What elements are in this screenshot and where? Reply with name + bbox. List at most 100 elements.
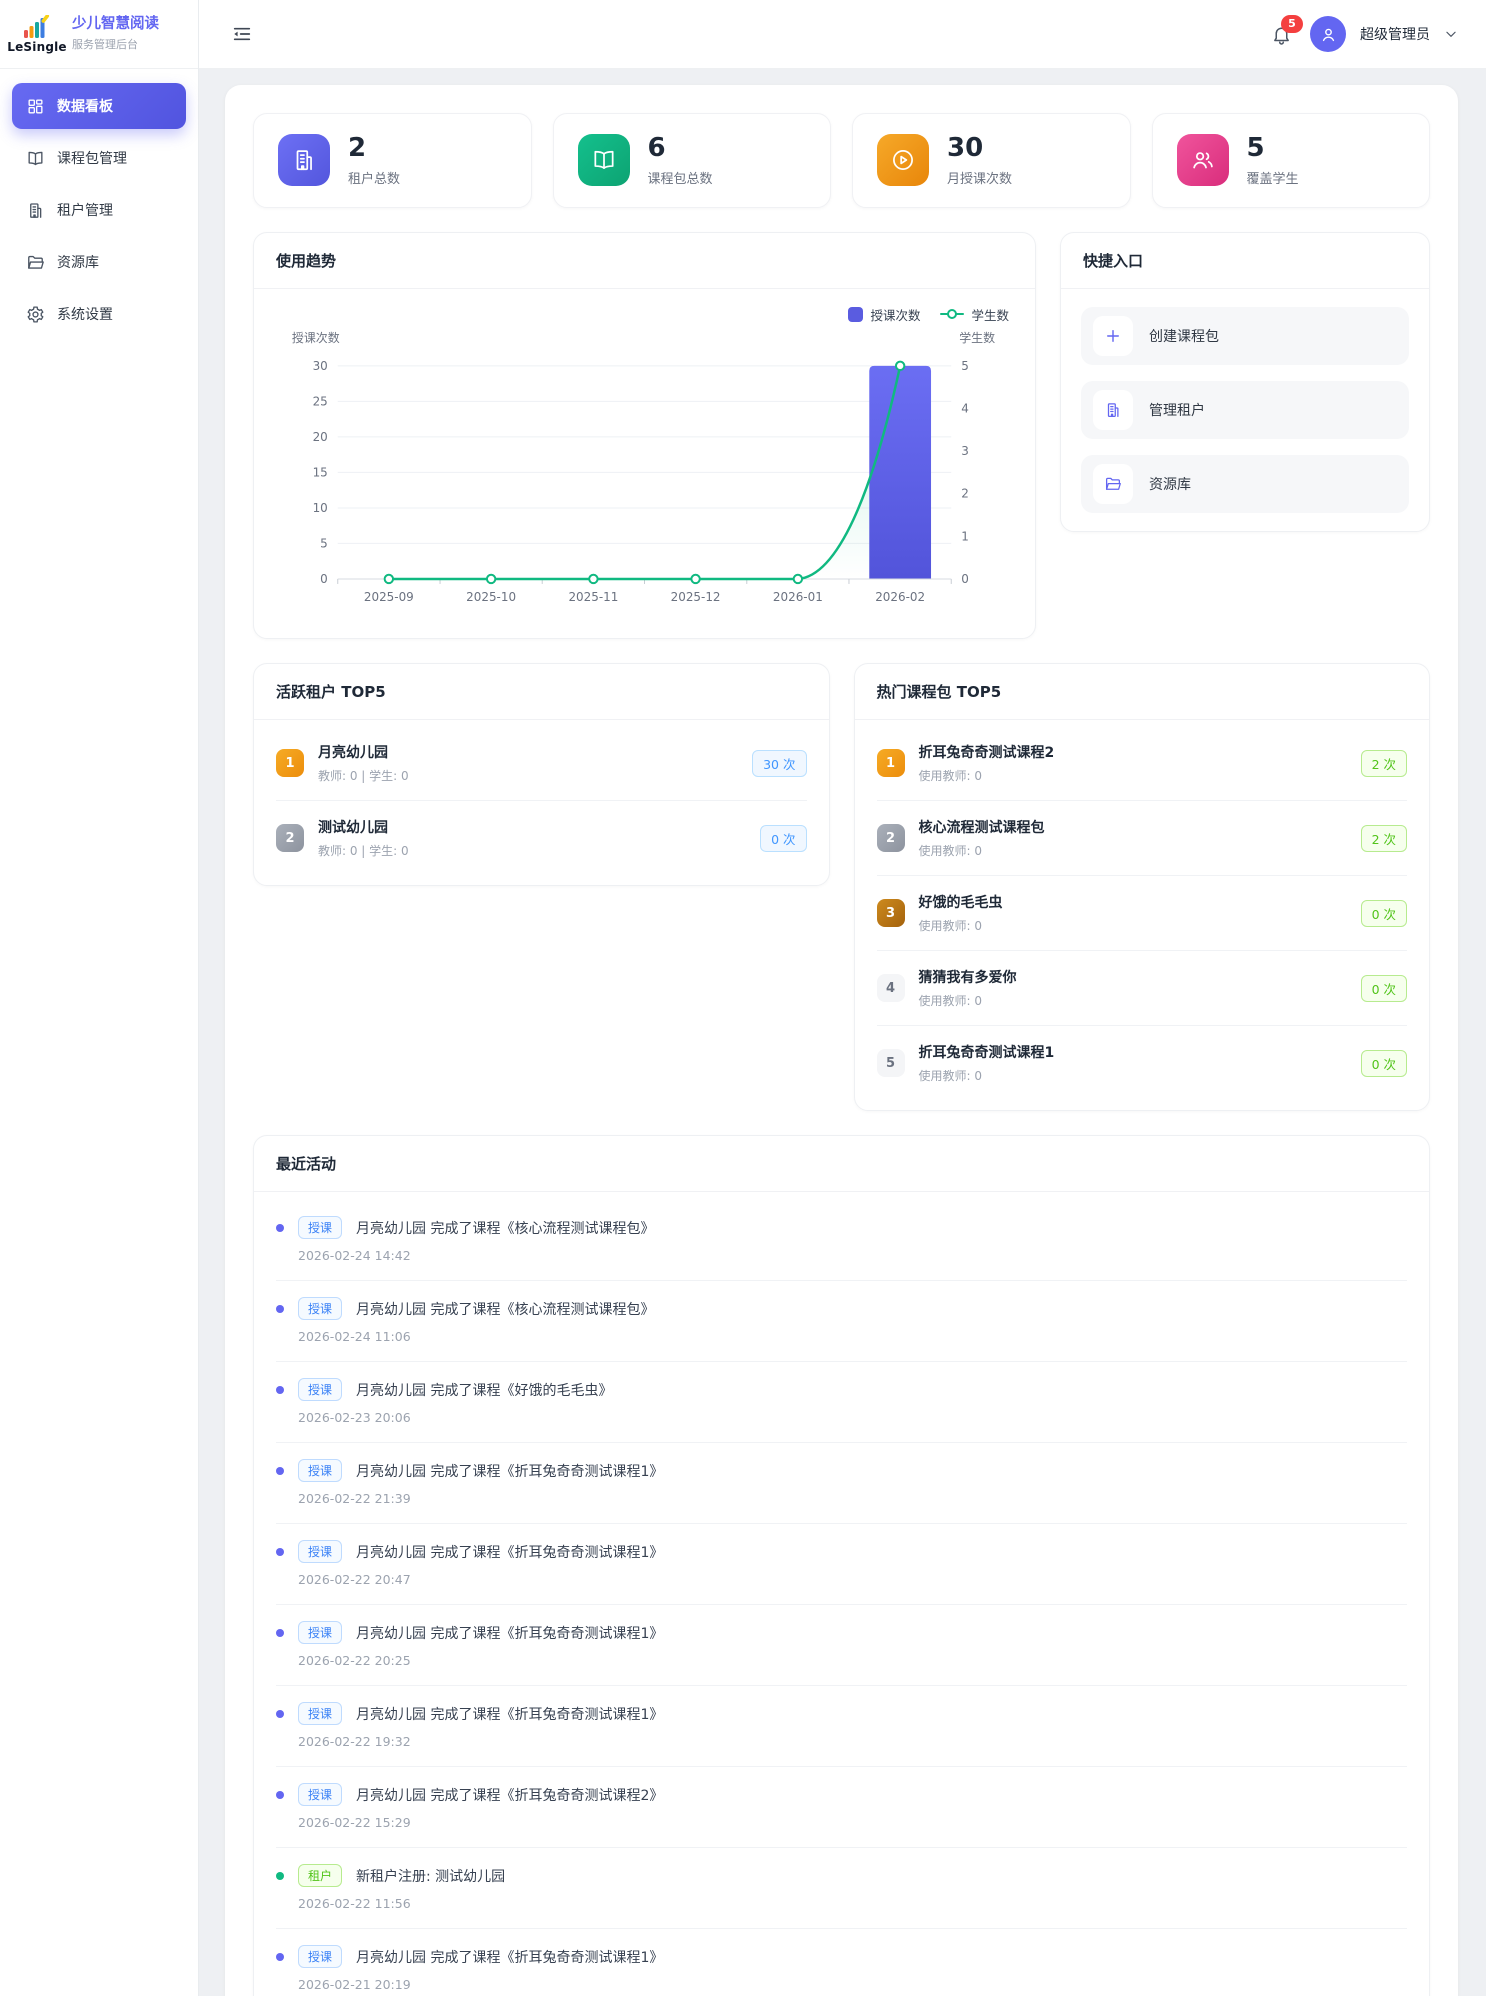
activity-item: 租户 新租户注册: 测试幼儿园 2026-02-22 11:56 [276, 1848, 1407, 1930]
panel-title: 使用趋势 [276, 251, 337, 270]
bar-legend-swatch-icon [848, 306, 864, 322]
activity-time: 2026-02-24 11:06 [298, 1329, 411, 1345]
sidebar-item-tenants[interactable]: 租户管理 [12, 187, 186, 233]
list-item[interactable]: 1 月亮幼儿园 教师: 0 | 学生: 0 30 次 [276, 726, 807, 802]
panel-title: 快捷入口 [1083, 251, 1144, 270]
list-item[interactable]: 4 猜猜我有多爱你 使用教师: 0 0 次 [876, 951, 1407, 1027]
panel-title: 最近活动 [276, 1155, 337, 1174]
activity-type-badge: 授课 [298, 1540, 343, 1564]
package-sub: 使用教师: 0 [918, 769, 983, 784]
building-icon [26, 201, 45, 220]
panel-header: 使用趋势 [254, 233, 1035, 289]
activity-time: 2026-02-22 11:56 [298, 1896, 411, 1912]
package-name: 折耳兔奇奇测试课程2 [918, 745, 1055, 762]
count-badge: 0 次 [760, 824, 807, 852]
sidebar-item-settings[interactable]: 系统设置 [12, 291, 186, 337]
list-item[interactable]: 3 好饿的毛毛虫 使用教师: 0 0 次 [876, 876, 1407, 952]
hot-packages-list: 1 折耳兔奇奇测试课程2 使用教师: 0 2 次 2 核心流程测试 [855, 720, 1430, 1110]
bar-2026-02[interactable] [869, 365, 932, 579]
activity-type-badge: 授课 [298, 1702, 343, 1726]
activity-text: 月亮幼儿园 完成了课程《核心流程测试课程包》 [356, 1301, 655, 1318]
stat-value: 30 [947, 133, 984, 163]
legend-label: 授课次数 [870, 307, 921, 323]
list-item[interactable]: 2 测试幼儿园 教师: 0 | 学生: 0 0 次 [276, 801, 807, 875]
stat-label: 租户总数 [348, 171, 401, 187]
activity-text: 新租户注册: 测试幼儿园 [356, 1868, 506, 1885]
sidebar-item-course-packages[interactable]: 课程包管理 [12, 135, 186, 181]
activity-item: 授课 月亮幼儿园 完成了课程《折耳兔奇奇测试课程1》 2026-02-22 20… [276, 1524, 1407, 1606]
activity-time: 2026-02-22 20:25 [298, 1653, 411, 1669]
brand-logo-text: LeSingle [7, 39, 67, 54]
activity-item: 授课 月亮幼儿园 完成了课程《核心流程测试课程包》 2026-02-24 11:… [276, 1281, 1407, 1363]
usage-trend-panel: 使用趋势 授课次数 学生数 [253, 231, 1036, 640]
panel-title: 热门课程包 TOP5 [876, 683, 1002, 702]
y-axis-tick: 25 [313, 394, 328, 408]
y-axis-tick: 0 [320, 572, 328, 586]
activity-text: 月亮幼儿园 完成了课程《折耳兔奇奇测试课程1》 [356, 1625, 664, 1642]
rank-badge: 1 [276, 749, 304, 778]
hot-packages-panel: 热门课程包 TOP5 1 折耳兔奇奇测试课程2 使用教师: 0 2 次 [853, 663, 1430, 1112]
y2-axis-tick: 0 [961, 572, 969, 586]
activity-dot [276, 1223, 284, 1232]
y2-axis-tick: 3 [961, 444, 969, 458]
activity-type-badge: 授课 [298, 1945, 343, 1969]
activity-item: 授课 月亮幼儿园 完成了课程《折耳兔奇奇测试课程1》 2026-02-21 20… [276, 1929, 1407, 1996]
sidebar-collapse-button[interactable] [227, 19, 257, 49]
activity-text: 月亮幼儿园 完成了课程《折耳兔奇奇测试课程1》 [356, 1463, 664, 1480]
avatar[interactable] [1310, 16, 1346, 52]
stat-card-lessons: 30 月授课次数 [852, 113, 1131, 208]
building-icon [1093, 389, 1133, 430]
line-legend-swatch-icon [940, 309, 965, 320]
brand-logo: LeSingle 少儿智慧阅读 服务管理后台 [0, 0, 198, 69]
resource-library-button[interactable]: 资源库 [1081, 454, 1409, 513]
dashboard-grid-icon [26, 97, 45, 116]
book-icon [577, 134, 630, 187]
package-name: 猜猜我有多爱你 [918, 970, 1017, 987]
line-area-fill [388, 365, 901, 579]
y2-axis-tick: 4 [961, 401, 969, 415]
activity-time: 2026-02-22 21:39 [298, 1491, 411, 1507]
y2-axis-tick: 2 [961, 486, 969, 500]
activity-type-badge: 授课 [298, 1297, 343, 1321]
activity-type-badge: 租户 [298, 1864, 343, 1888]
sidebar-item-dashboard[interactable]: 数据看板 [12, 83, 186, 129]
sidebar: LeSingle 少儿智慧阅读 服务管理后台 数据看板 [0, 0, 199, 1996]
package-name: 折耳兔奇奇测试课程1 [918, 1045, 1055, 1062]
stat-card-tenants: 2 租户总数 [253, 113, 532, 208]
trend-and-quick-row: 使用趋势 授课次数 学生数 [253, 231, 1430, 640]
panel-header: 活跃租户 TOP5 [254, 664, 829, 721]
usage-trend-chart: 授课次数 学生数 [254, 289, 1035, 639]
activity-time: 2026-02-24 14:42 [298, 1248, 411, 1264]
activity-dot [276, 1304, 284, 1313]
package-sub: 使用教师: 0 [918, 994, 983, 1009]
list-item[interactable]: 1 折耳兔奇奇测试课程2 使用教师: 0 2 次 [876, 726, 1407, 802]
activity-dot [276, 1790, 284, 1799]
legend-label: 学生数 [971, 307, 1009, 323]
folder-icon [1093, 463, 1133, 504]
manage-tenants-button[interactable]: 管理租户 [1081, 380, 1409, 439]
sidebar-item-resources[interactable]: 资源库 [12, 239, 186, 285]
list-item[interactable]: 5 折耳兔奇奇测试课程1 使用教师: 0 0 次 [876, 1026, 1407, 1100]
count-badge: 2 次 [1360, 749, 1407, 777]
panel-title: 活跃租户 TOP5 [276, 683, 386, 702]
brand-text: 少儿智慧阅读 服务管理后台 [72, 16, 159, 52]
rank-badge: 1 [876, 749, 905, 778]
activity-type-badge: 授课 [298, 1621, 343, 1645]
package-name: 好饿的毛毛虫 [918, 895, 1003, 912]
legend-item-line[interactable]: 学生数 [940, 305, 1009, 324]
activity-dot [276, 1709, 284, 1718]
legend-item-bar[interactable]: 授课次数 [848, 305, 920, 324]
create-package-button[interactable]: 创建课程包 [1081, 306, 1409, 365]
activity-dot [276, 1466, 284, 1475]
tenant-name: 测试幼儿园 [318, 820, 388, 837]
notification-bell[interactable]: 5 [1267, 14, 1303, 49]
x-axis-label: 2026-01 [773, 589, 823, 603]
x-axis-label: 2025-11 [568, 589, 618, 603]
rank-badge: 3 [876, 899, 905, 928]
chevron-down-icon[interactable] [1444, 27, 1458, 41]
list-item[interactable]: 2 核心流程测试课程包 使用教师: 0 2 次 [876, 801, 1407, 877]
stat-label: 覆盖学生 [1246, 171, 1299, 187]
stat-label: 课程包总数 [647, 171, 713, 187]
activity-time: 2026-02-21 20:19 [298, 1977, 411, 1993]
